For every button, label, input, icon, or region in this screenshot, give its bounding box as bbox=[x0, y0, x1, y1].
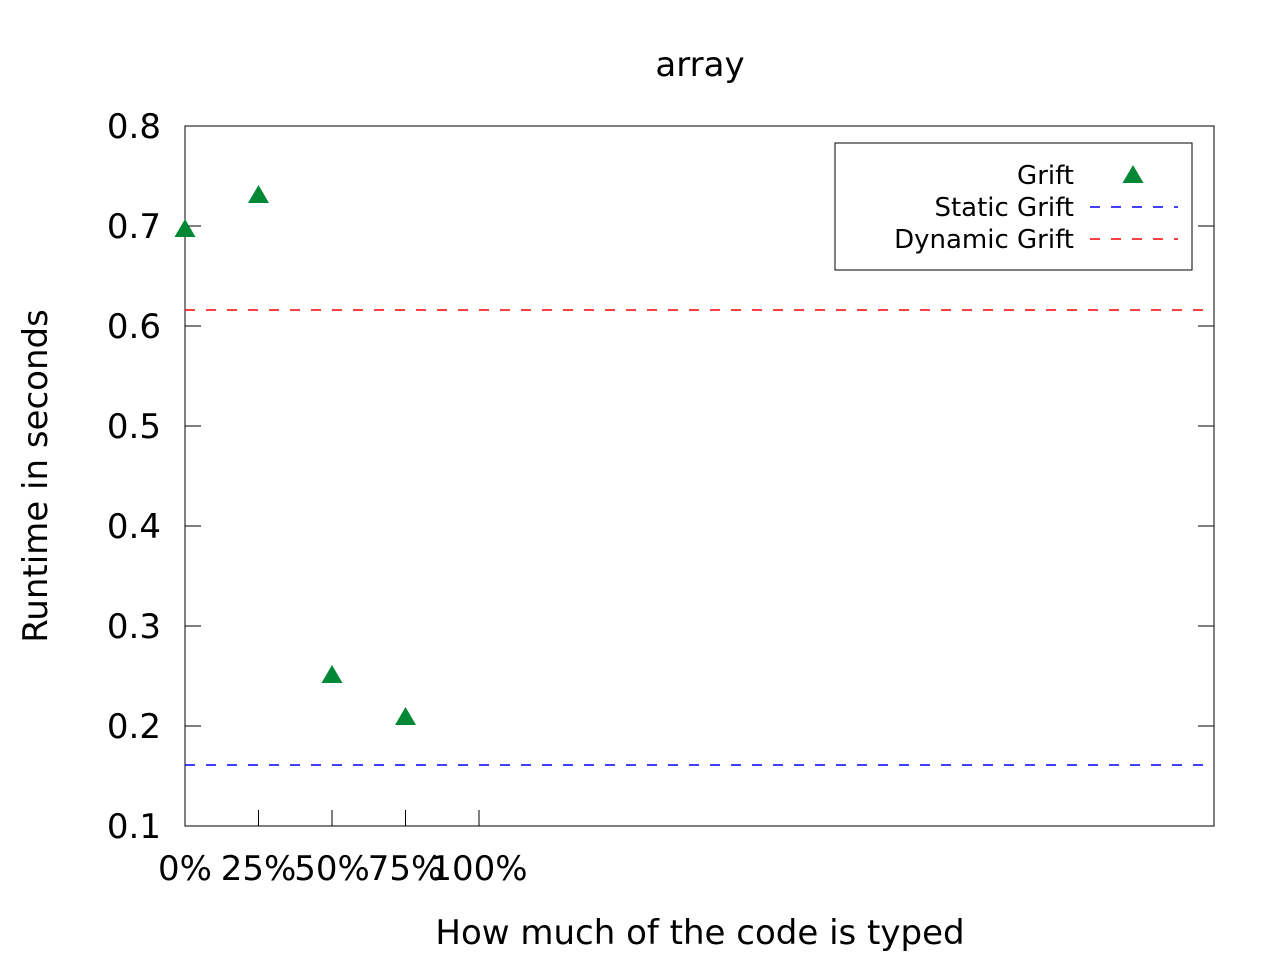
y-axis-label: Runtime in seconds bbox=[16, 309, 56, 643]
plot-frame bbox=[184, 125, 1215, 827]
x-tick-label: 50% bbox=[294, 849, 370, 889]
x-tick-label: 75% bbox=[368, 849, 444, 889]
y-tick-label: 0.1 bbox=[107, 807, 161, 847]
data-point bbox=[395, 707, 416, 725]
y-tick-label: 0.8 bbox=[107, 107, 161, 147]
legend-label: Grift bbox=[1017, 161, 1074, 191]
y-tick-label: 0.5 bbox=[107, 407, 161, 447]
y-tick-label: 0.3 bbox=[107, 607, 161, 647]
x-axis-label: How much of the code is typed bbox=[435, 913, 964, 953]
x-tick-label: 25% bbox=[221, 849, 297, 889]
legend-label: Static Grift bbox=[934, 193, 1074, 223]
chart-title: array bbox=[655, 45, 744, 85]
y-tick-label: 0.7 bbox=[107, 207, 161, 247]
data-point bbox=[174, 219, 196, 237]
legend-swatch bbox=[1122, 165, 1144, 183]
plot-area: 0.1 0.2 0.3 0.4 0.5 0.6 0.7 0.8 0% 25%50%75%100% bbox=[107, 107, 1215, 889]
y-tick-label: 0.6 bbox=[107, 307, 161, 347]
data-point bbox=[248, 185, 269, 203]
legend-label: Dynamic Grift bbox=[894, 225, 1074, 255]
x-tick-label: 0% bbox=[158, 849, 212, 889]
y-tick-label: 0.4 bbox=[107, 507, 161, 547]
data-point bbox=[321, 665, 343, 683]
y-tick-label: 0.2 bbox=[107, 707, 161, 747]
x-tick-label: 100% bbox=[430, 849, 527, 889]
